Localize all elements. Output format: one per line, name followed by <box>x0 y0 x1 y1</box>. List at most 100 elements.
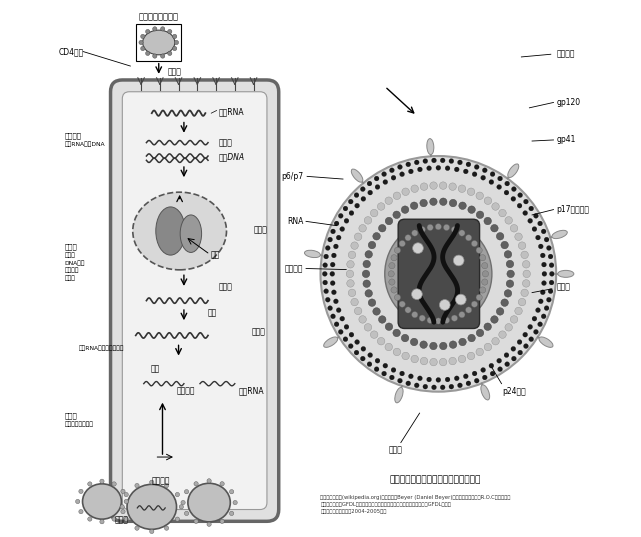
Circle shape <box>449 158 454 163</box>
Circle shape <box>149 480 154 484</box>
Circle shape <box>532 227 537 231</box>
Circle shape <box>429 342 437 350</box>
Circle shape <box>393 192 401 200</box>
Circle shape <box>490 371 495 376</box>
Circle shape <box>472 371 477 376</box>
Circle shape <box>139 40 143 45</box>
Circle shape <box>420 183 428 191</box>
Circle shape <box>365 289 372 297</box>
Ellipse shape <box>83 484 121 519</box>
Circle shape <box>194 519 198 524</box>
Circle shape <box>510 316 518 323</box>
Ellipse shape <box>351 169 363 182</box>
Circle shape <box>547 245 551 250</box>
Circle shape <box>135 526 139 530</box>
Text: 人類免疫缺陷病毒的結構及生活史示意: 人類免疫缺陷病毒的結構及生活史示意 <box>390 476 481 484</box>
Circle shape <box>439 358 447 366</box>
Text: 切分蛋白以供細胞: 切分蛋白以供細胞 <box>65 421 94 426</box>
Circle shape <box>504 362 510 367</box>
Text: 雙鏈DNA: 雙鏈DNA <box>219 153 245 162</box>
Circle shape <box>354 350 359 355</box>
Circle shape <box>406 162 411 167</box>
Circle shape <box>538 322 542 326</box>
Circle shape <box>523 332 528 337</box>
Text: 整合: 整合 <box>211 250 220 259</box>
Circle shape <box>474 378 479 383</box>
Circle shape <box>401 335 409 342</box>
Circle shape <box>351 299 358 306</box>
Circle shape <box>331 290 337 295</box>
Circle shape <box>463 374 468 379</box>
Circle shape <box>179 505 183 509</box>
Circle shape <box>207 522 212 526</box>
Circle shape <box>405 307 411 313</box>
Circle shape <box>399 371 404 376</box>
Circle shape <box>359 316 367 323</box>
Circle shape <box>542 271 547 276</box>
Circle shape <box>363 280 370 287</box>
Ellipse shape <box>180 215 201 252</box>
Circle shape <box>175 517 179 521</box>
Circle shape <box>476 192 483 200</box>
Circle shape <box>326 245 330 250</box>
Circle shape <box>431 385 437 390</box>
Circle shape <box>532 316 537 321</box>
Circle shape <box>538 244 543 249</box>
Circle shape <box>324 254 329 259</box>
Text: gp41: gp41 <box>556 135 576 144</box>
Circle shape <box>388 271 394 277</box>
Circle shape <box>524 344 528 349</box>
Circle shape <box>507 270 514 278</box>
Text: 病毒組裝: 病毒組裝 <box>152 477 171 485</box>
Circle shape <box>476 348 483 355</box>
Circle shape <box>378 203 385 211</box>
Circle shape <box>378 316 386 323</box>
Circle shape <box>549 280 554 285</box>
Circle shape <box>445 377 450 382</box>
Circle shape <box>220 519 224 524</box>
Circle shape <box>349 211 354 215</box>
Circle shape <box>79 510 83 514</box>
Circle shape <box>459 202 466 209</box>
Ellipse shape <box>304 250 320 258</box>
Circle shape <box>369 299 376 307</box>
Circle shape <box>542 281 546 286</box>
Circle shape <box>419 315 426 321</box>
Circle shape <box>423 158 428 163</box>
Circle shape <box>334 221 339 226</box>
Circle shape <box>454 167 459 172</box>
Circle shape <box>362 270 370 278</box>
Circle shape <box>476 211 484 219</box>
Circle shape <box>468 335 476 342</box>
Circle shape <box>536 308 540 313</box>
Circle shape <box>369 241 376 249</box>
Circle shape <box>359 224 367 232</box>
Circle shape <box>168 30 172 34</box>
Circle shape <box>541 229 546 234</box>
Circle shape <box>484 323 492 330</box>
Circle shape <box>389 263 395 269</box>
Circle shape <box>451 315 458 321</box>
Circle shape <box>160 54 165 58</box>
Circle shape <box>360 356 365 361</box>
Circle shape <box>540 290 545 295</box>
Circle shape <box>100 520 104 524</box>
Circle shape <box>334 322 339 326</box>
Circle shape <box>468 206 476 213</box>
Circle shape <box>440 385 445 390</box>
Text: DNA整合: DNA整合 <box>65 260 85 266</box>
Circle shape <box>504 190 509 195</box>
Circle shape <box>412 230 418 236</box>
Circle shape <box>471 241 478 246</box>
Circle shape <box>343 337 348 342</box>
Circle shape <box>467 188 475 195</box>
Circle shape <box>344 219 349 223</box>
Circle shape <box>194 482 198 486</box>
Circle shape <box>505 324 512 331</box>
Circle shape <box>458 160 462 165</box>
Circle shape <box>490 224 498 232</box>
Circle shape <box>346 270 354 278</box>
Circle shape <box>330 281 335 286</box>
Circle shape <box>354 339 360 344</box>
Circle shape <box>504 353 509 358</box>
